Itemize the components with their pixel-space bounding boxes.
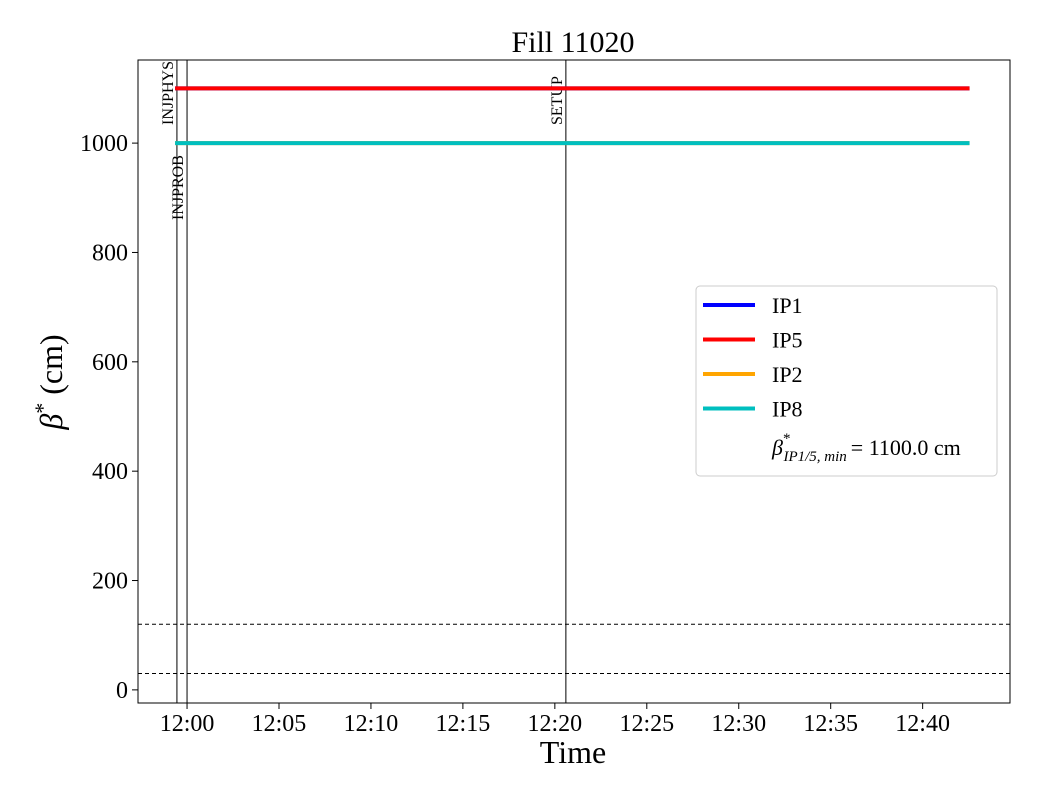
legend-label: IP8: [772, 397, 803, 422]
y-label-sup: *: [30, 403, 55, 414]
y-tick-label: 0: [116, 678, 128, 704]
legend-label: IP2: [772, 362, 803, 387]
x-tick-label: 12:00: [160, 711, 215, 737]
legend-sub: IP1/5, min: [782, 449, 846, 465]
event-label: SETUP: [549, 76, 566, 125]
legend-sup: *: [783, 431, 791, 447]
x-tick-label: 12:35: [803, 711, 858, 737]
legend: IP1 IP5 IP2 IP8 β* IP1/5, min = 1100.0 cm: [695, 285, 998, 477]
y-label-symbol: β: [33, 414, 69, 431]
legend-symbol: β: [771, 435, 783, 460]
y-label-text: (cm): [33, 334, 69, 394]
y-tick-label: 800: [92, 240, 128, 266]
event-label: INJPROB: [170, 155, 187, 220]
y-axis-label: β* (cm): [30, 334, 69, 430]
y-tick-label: 400: [92, 459, 128, 485]
legend-label: IP1: [772, 293, 803, 318]
legend-text: = 1100.0 cm: [851, 435, 961, 460]
legend-label: IP5: [772, 328, 803, 353]
x-tick-label: 12:20: [528, 711, 583, 737]
y-tick-label: 200: [92, 569, 128, 595]
plot-frame: [137, 59, 1011, 704]
x-tick-label: 12:05: [252, 711, 307, 737]
event-label: INJPHYS: [160, 61, 177, 125]
x-tick-label: 12:10: [344, 711, 399, 737]
y-tick-label: 600: [92, 350, 128, 376]
x-tick-label: 12:40: [895, 711, 950, 737]
x-tick-label: 12:15: [436, 711, 491, 737]
x-axis-label: Time: [540, 734, 606, 770]
y-tick-label: 1000: [80, 131, 128, 157]
legend-box: [695, 285, 998, 477]
x-tick-label: 12:25: [619, 711, 674, 737]
x-tick-label: 12:30: [711, 711, 766, 737]
chart-title: Fill 11020: [511, 26, 634, 59]
legend-label: β* IP1/5, min = 1100.0 cm: [771, 431, 961, 465]
